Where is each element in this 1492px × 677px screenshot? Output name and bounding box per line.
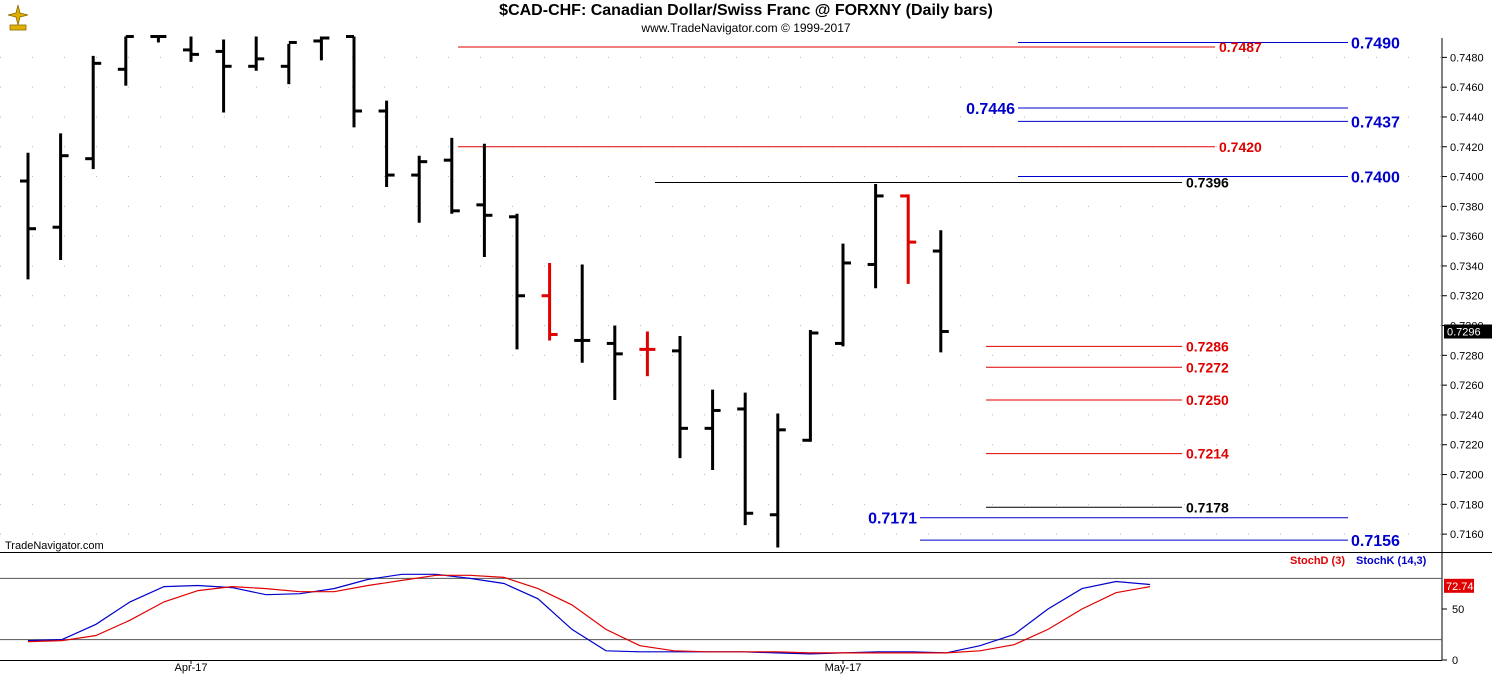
stoch-y-tick-label: 50 — [1452, 604, 1464, 616]
level-label-0.7272: 0.7272 — [1186, 359, 1229, 375]
level-label-0.7250: 0.7250 — [1186, 392, 1229, 408]
legend-stoch-d: StochD (3) — [1290, 555, 1345, 567]
level-label-0.7420: 0.7420 — [1219, 139, 1262, 155]
watermark: TradeNavigator.com — [5, 540, 104, 552]
y-tick-label: 0.7420 — [1450, 142, 1484, 154]
level-label-0.7156: 0.7156 — [1351, 533, 1400, 550]
stoch-line-k — [27, 573, 1151, 655]
level-label-0.7446: 0.7446 — [966, 101, 1015, 118]
price-grid — [0, 56, 1442, 535]
y-tick-label: 0.7340 — [1450, 261, 1484, 273]
level-label-0.7437: 0.7437 — [1351, 114, 1400, 131]
last-price-box — [1444, 324, 1492, 339]
trade-navigator-logo — [7, 4, 29, 31]
level-label-0.7487: 0.7487 — [1219, 39, 1262, 55]
y-tick-label: 0.7160 — [1450, 529, 1484, 541]
y-tick-label: 0.7360 — [1450, 231, 1484, 243]
y-tick-label: 0.7260 — [1450, 380, 1484, 392]
legend-stoch-k: StochK (14,3) — [1356, 555, 1427, 567]
stoch-last-value-label: 72.74 — [1446, 581, 1474, 593]
y-tick-label: 0.7220 — [1450, 440, 1484, 452]
y-tick-label: 0.7440 — [1450, 112, 1484, 124]
level-label-0.7400: 0.7400 — [1351, 170, 1400, 187]
stochastic-panel: 50 0 StochD (3) StochK (14,3) 72.74 — [0, 555, 1474, 667]
y-tick-label: 0.7460 — [1450, 82, 1484, 94]
price-levels: 0.7490 0.7487 0.7446 0.7437 0.7420 0.7400 0.73… — [458, 35, 1400, 550]
copyright-text: www.TradeNavigator.com © 1999-2017 — [641, 21, 851, 35]
stoch-last-value-box — [1444, 578, 1474, 593]
last-price-label: 0.7296 — [1447, 327, 1481, 339]
price-axis: 0.7160 0.7180 0.7200 0.7220 0.7240 0.7260 0.72… — [0, 38, 1492, 661]
level-label-0.7214: 0.7214 — [1186, 446, 1229, 462]
level-label-0.7286: 0.7286 — [1186, 338, 1229, 354]
level-label-0.7396: 0.7396 — [1186, 175, 1229, 191]
stoch-y-tick-label: 0 — [1452, 655, 1458, 667]
chart-title: $CAD-CHF: Canadian Dollar/Swiss Franc @ … — [499, 2, 993, 19]
y-tick-label: 0.7480 — [1450, 52, 1484, 64]
level-label-0.7171: 0.7171 — [868, 511, 917, 528]
y-tick-label: 0.7400 — [1450, 172, 1484, 184]
title-bar: $CAD-CHF: Canadian Dollar/Swiss Franc @ … — [0, 0, 1492, 38]
date-axis: Apr-17 May-17 — [174, 660, 861, 674]
y-tick-label: 0.7180 — [1450, 499, 1484, 511]
y-tick-label: 0.7280 — [1450, 350, 1484, 362]
y-tick-label: 0.7320 — [1450, 291, 1484, 303]
level-label-0.7178: 0.7178 — [1186, 499, 1229, 515]
price-bars — [20, 35, 949, 548]
x-tick-label: May-17 — [825, 662, 862, 674]
y-tick-label: 0.7240 — [1450, 410, 1484, 422]
stoch-line-d — [27, 574, 1151, 654]
y-tick-label: 0.7380 — [1450, 201, 1484, 213]
level-label-0.7490: 0.7490 — [1351, 35, 1400, 52]
y-tick-label: 0.7200 — [1450, 470, 1484, 482]
x-tick-label: Apr-17 — [174, 662, 207, 674]
